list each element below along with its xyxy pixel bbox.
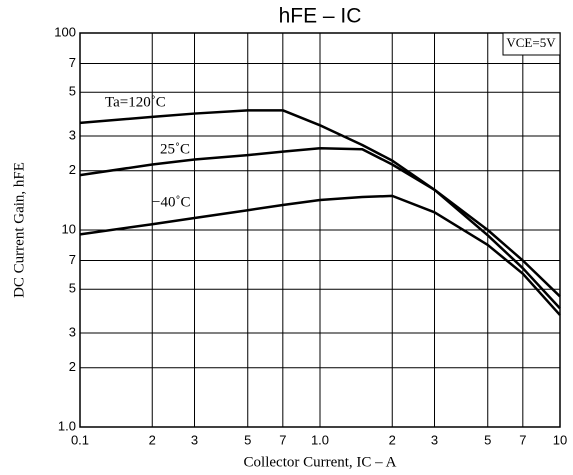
series-line xyxy=(79,109,561,298)
annotation: VCE=5V xyxy=(506,35,556,50)
chart-title: hFE – IC xyxy=(279,5,362,28)
series-line xyxy=(79,147,561,310)
y-tick-label: 3 xyxy=(69,127,76,142)
x-tick-label: 7 xyxy=(519,432,526,447)
x-tick-label: 0.1 xyxy=(71,432,89,447)
x-tick-label: 7 xyxy=(279,432,286,447)
x-tick-label: 2 xyxy=(149,432,156,447)
x-tick-label: 5 xyxy=(244,432,251,447)
x-tick-label: 1.0 xyxy=(311,432,329,447)
y-tick-label: 1.0 xyxy=(58,418,76,433)
x-axis-label: Collector Current, IC – A xyxy=(244,454,397,470)
y-tick-label: 7 xyxy=(69,252,76,267)
y-tick-label: 5 xyxy=(69,84,76,99)
y-axis-label: DC Current Gain, hFE xyxy=(11,162,27,298)
y-tick-label: 3 xyxy=(69,324,76,339)
series-line xyxy=(79,194,561,316)
x-tick-label: 10 xyxy=(553,432,567,447)
y-tick-label: 7 xyxy=(69,55,76,70)
y-tick-label: 100 xyxy=(54,24,76,39)
x-tick-label: 3 xyxy=(191,432,198,447)
series-label: 25˚C xyxy=(160,141,190,157)
annotation-box xyxy=(502,32,561,56)
plot-frame xyxy=(79,32,561,428)
y-tick-label: 10 xyxy=(62,221,76,236)
y-tick-label: 5 xyxy=(69,281,76,296)
x-tick-label: 3 xyxy=(431,432,438,447)
y-tick-label: 2 xyxy=(69,162,76,177)
series-label: −40˚C xyxy=(152,194,190,210)
y-tick-label: 2 xyxy=(69,359,76,374)
x-tick-label: 5 xyxy=(484,432,491,447)
series-label: Ta=120˚C xyxy=(105,94,166,110)
x-tick-label: 2 xyxy=(389,432,396,447)
